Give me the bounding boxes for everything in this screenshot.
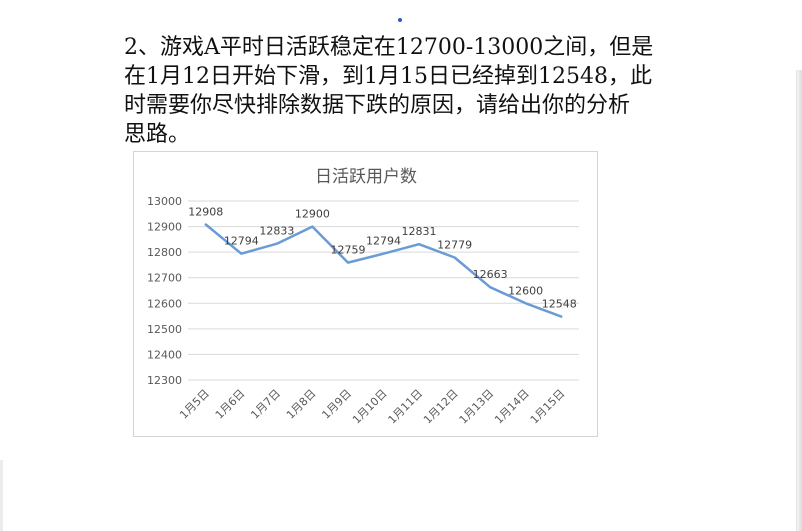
x-tick-label: 1月14日 [492, 387, 532, 427]
data-label: 12794 [224, 235, 259, 248]
x-tick-label: 1月15日 [528, 387, 568, 427]
x-tick-label: 1月10日 [350, 387, 390, 427]
cursor-dot [398, 18, 402, 22]
question-line-4: 思路。 [124, 122, 191, 147]
data-label: 12759 [330, 244, 365, 257]
chart-data-labels: 1290812794128331290012759127941283112779… [188, 206, 576, 311]
chart-title: 日活跃用户数 [315, 167, 417, 187]
page-edge-right [796, 70, 802, 531]
question-text: 2、游戏A平时日活跃稳定在12700-13000之间，但是 在1月12日开始下滑… [124, 33, 724, 149]
y-tick-label: 12500 [147, 323, 182, 336]
chart-svg: 日活跃用户数 13000 12900 12800 12700 12600 12500 124… [147, 167, 579, 427]
y-tick-label: 12700 [147, 272, 182, 285]
y-tick-label: 12900 [147, 221, 182, 234]
data-label: 12663 [473, 268, 508, 281]
data-label: 12831 [402, 225, 437, 238]
y-tick-label: 13000 [147, 195, 182, 208]
data-label: 12900 [295, 208, 330, 221]
x-tick-label: 1月7日 [248, 387, 283, 422]
chart-x-axis: 1月5日 1月6日 1月7日 1月8日 1月9日1月10日1月11日1月12日1月13日… [177, 387, 567, 427]
data-label: 12548 [542, 298, 577, 311]
chart-y-axis: 13000 12900 12800 12700 12600 12500 12400 12300 [147, 195, 182, 387]
data-label: 12908 [188, 206, 223, 219]
chart-series [204, 223, 563, 318]
data-label: 12600 [508, 284, 543, 297]
data-label: 12794 [366, 235, 401, 248]
x-tick-label: 1月9日 [319, 387, 354, 422]
page-edge-left [0, 460, 3, 531]
x-tick-label: 1月8日 [284, 387, 319, 422]
series-line [204, 223, 563, 318]
x-tick-label: 1月11日 [386, 387, 426, 427]
question-line-1: 2、游戏A平时日活跃稳定在12700-13000之间，但是 [124, 35, 654, 60]
y-tick-label: 12400 [147, 348, 182, 361]
x-tick-label: 1月12日 [421, 387, 461, 427]
data-label: 12779 [437, 239, 472, 252]
x-tick-label: 1月6日 [213, 387, 248, 422]
dau-line-chart: 日活跃用户数 13000 12900 12800 12700 12600 12500 124… [133, 151, 598, 437]
y-tick-label: 12600 [147, 297, 182, 310]
y-tick-label: 12300 [147, 374, 182, 387]
x-tick-label: 1月5日 [177, 387, 212, 422]
question-line-2: 在1月12日开始下滑，到1月15日已经掉到12548，此 [124, 64, 652, 89]
question-line-3: 时需要你尽快排除数据下跌的原因，请给出你的分析 [124, 93, 631, 118]
y-tick-label: 12800 [147, 246, 182, 259]
x-tick-label: 1月13日 [457, 387, 497, 427]
data-label: 12833 [259, 225, 294, 238]
chart-gridlines [188, 200, 579, 381]
